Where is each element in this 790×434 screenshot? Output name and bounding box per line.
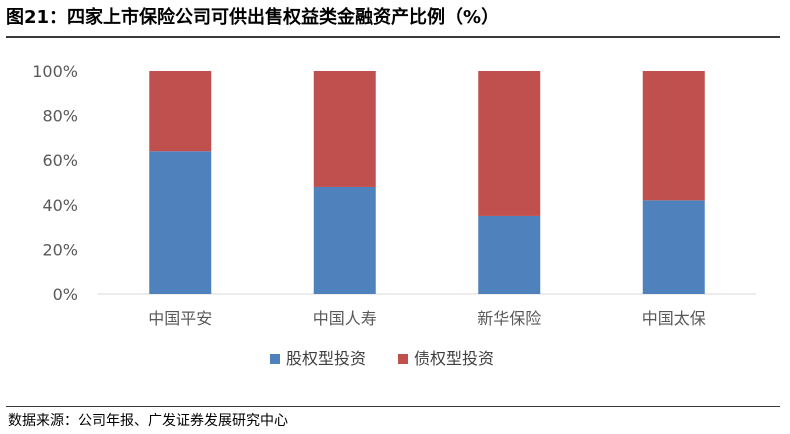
y-tick-label: 40% xyxy=(42,196,78,215)
y-tick-label: 20% xyxy=(42,240,78,259)
source-note: 数据来源：公司年报、广发证券发展研究中心 xyxy=(8,413,288,429)
x-category-label: 中国太保 xyxy=(642,309,706,328)
bar-debt xyxy=(642,71,705,201)
legend-label-equity: 股权型投资 xyxy=(286,349,366,368)
bar-debt xyxy=(313,71,376,187)
bar-equity xyxy=(313,186,376,294)
x-category-label: 中国人寿 xyxy=(313,309,377,328)
figure-title: 图21：四家上市保险公司可供出售权益类金融资产比例（%） xyxy=(6,7,500,28)
legend-swatch-equity xyxy=(270,354,280,364)
y-tick-label: 100% xyxy=(32,62,78,81)
legend-label-debt: 债权型投资 xyxy=(414,349,494,368)
x-category-label: 新华保险 xyxy=(477,309,541,328)
source-rule xyxy=(6,406,780,407)
x-category-label: 中国平安 xyxy=(148,309,212,328)
title-rule xyxy=(6,36,780,38)
bar-debt xyxy=(149,71,212,152)
bar-equity xyxy=(149,151,212,294)
bar-equity xyxy=(478,215,541,294)
bar-equity xyxy=(642,200,705,294)
y-tick-label: 60% xyxy=(42,151,78,170)
y-tick-label: 0% xyxy=(53,285,78,304)
y-tick-label: 80% xyxy=(42,107,78,126)
legend-swatch-debt xyxy=(398,354,408,364)
bar-debt xyxy=(478,71,541,216)
